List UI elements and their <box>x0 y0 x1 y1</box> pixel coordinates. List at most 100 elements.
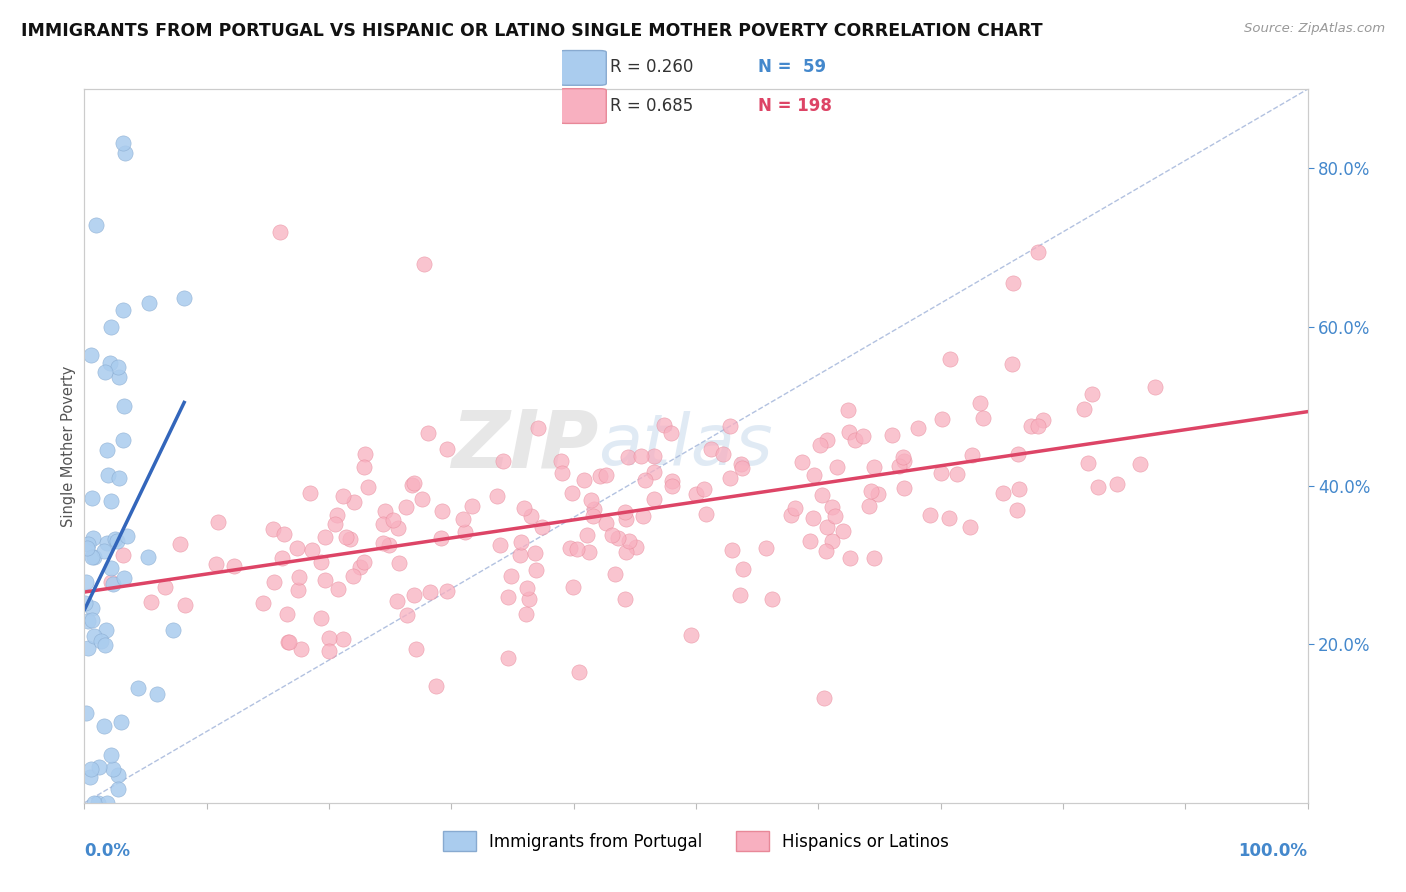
Point <box>425 679 447 693</box>
Point <box>374 504 396 518</box>
Point <box>353 459 375 474</box>
Point <box>561 485 583 500</box>
Point <box>287 582 309 597</box>
Point <box>82 491 104 506</box>
Point <box>299 486 322 500</box>
Point <box>371 536 394 550</box>
Point <box>844 433 866 447</box>
Point <box>75 706 97 720</box>
Point <box>824 508 846 523</box>
Point <box>661 474 683 488</box>
Point <box>516 581 538 595</box>
Point <box>100 748 122 763</box>
Point <box>377 538 399 552</box>
Point <box>907 421 929 435</box>
Point <box>269 225 291 239</box>
Point <box>972 411 994 425</box>
Point <box>576 527 599 541</box>
Point <box>96 796 118 810</box>
Point <box>335 530 357 544</box>
Point <box>402 588 425 602</box>
Point <box>273 526 295 541</box>
Point <box>207 515 229 529</box>
Point <box>524 545 547 559</box>
Point <box>1081 387 1104 401</box>
Point <box>720 543 742 558</box>
Point <box>799 533 821 548</box>
Point <box>100 493 122 508</box>
Point <box>643 492 665 507</box>
Point <box>460 499 482 513</box>
Point <box>169 537 191 551</box>
Point <box>837 402 859 417</box>
Point <box>385 593 408 607</box>
Point <box>838 425 860 440</box>
Point <box>98 356 121 370</box>
Point <box>815 520 838 534</box>
Point <box>404 476 426 491</box>
Point <box>89 633 111 648</box>
Point <box>173 291 195 305</box>
Point <box>761 592 783 607</box>
Point <box>827 460 849 475</box>
Point <box>111 433 134 447</box>
Point <box>454 524 477 539</box>
Point <box>730 457 752 471</box>
Point <box>603 566 626 581</box>
Point <box>527 420 550 434</box>
Point <box>411 491 433 506</box>
Point <box>104 533 127 547</box>
Point <box>617 533 640 548</box>
Point <box>100 561 122 575</box>
Point <box>127 681 149 695</box>
Point <box>429 531 451 545</box>
Point <box>290 641 312 656</box>
Point <box>332 489 354 503</box>
Point <box>918 508 941 522</box>
Point <box>401 478 423 492</box>
Point <box>693 482 716 496</box>
Point <box>718 471 741 485</box>
Point <box>631 509 654 524</box>
Point <box>1077 456 1099 470</box>
Point <box>492 454 515 468</box>
Point <box>112 303 135 318</box>
Point <box>77 641 100 656</box>
Point <box>863 459 886 474</box>
Point <box>718 419 741 434</box>
Point <box>946 467 969 482</box>
Point <box>811 488 834 502</box>
Point <box>263 574 285 589</box>
Point <box>77 536 100 550</box>
Point <box>681 628 703 642</box>
Point <box>332 632 354 646</box>
Point <box>93 719 115 733</box>
Point <box>94 365 117 379</box>
Point <box>700 442 723 457</box>
Point <box>107 768 129 782</box>
Point <box>517 592 540 607</box>
Point <box>114 145 136 160</box>
Point <box>325 517 347 532</box>
Point <box>339 532 361 546</box>
Point <box>107 359 129 374</box>
Point <box>568 665 591 680</box>
Point <box>111 548 134 562</box>
Point <box>513 500 536 515</box>
Point <box>1002 276 1025 290</box>
Point <box>396 608 419 623</box>
Point <box>80 613 103 627</box>
Point <box>204 557 226 571</box>
Point <box>108 471 131 485</box>
Text: N =  59: N = 59 <box>758 59 827 77</box>
Point <box>486 489 509 503</box>
Point <box>271 551 294 566</box>
Point <box>416 425 439 440</box>
Point <box>815 433 838 447</box>
Point <box>1007 447 1029 461</box>
Point <box>959 519 981 533</box>
Point <box>785 501 807 516</box>
Point <box>929 466 952 480</box>
Text: R = 0.685: R = 0.685 <box>610 96 693 114</box>
Text: atlas: atlas <box>598 411 773 481</box>
